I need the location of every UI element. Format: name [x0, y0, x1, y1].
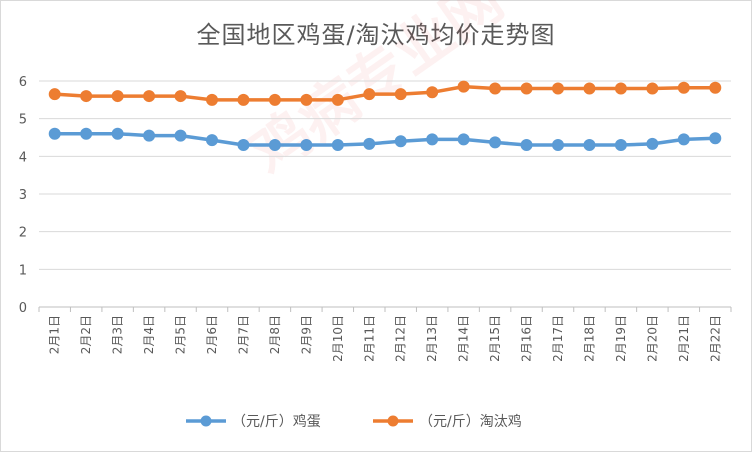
data-point: [709, 81, 722, 94]
x-tick-label: 2月4日: [142, 315, 156, 354]
data-point: [552, 139, 564, 152]
x-tick-label: 2月9日: [299, 315, 313, 354]
data-point: [583, 139, 596, 152]
x-tick-label: 2月15日: [488, 315, 502, 362]
data-point: [426, 133, 439, 146]
data-point: [552, 82, 564, 95]
x-tick-label: 2月6日: [205, 315, 219, 354]
x-tick-label: 2月8日: [268, 315, 282, 354]
x-tick-label: 2月5日: [174, 315, 188, 354]
x-tick-label: 2月1日: [48, 315, 62, 354]
data-point: [489, 82, 502, 95]
data-point: [363, 88, 376, 101]
data-point: [646, 137, 659, 150]
data-point: [111, 127, 124, 140]
data-point: [268, 139, 281, 152]
x-tick-label: 2月7日: [236, 315, 250, 354]
data-point: [206, 134, 218, 147]
x-tick-label: 2月11日: [362, 315, 376, 362]
data-point: [520, 139, 533, 152]
data-point: [677, 81, 690, 94]
data-point: [174, 90, 187, 103]
x-tick-label: 2月3日: [111, 315, 125, 354]
data-point: [426, 86, 439, 99]
data-point: [614, 82, 627, 95]
data-point: [457, 80, 470, 93]
data-point: [583, 82, 596, 95]
data-point: [48, 127, 61, 140]
legend-label-1: （元/斤）鸡蛋: [232, 413, 321, 430]
data-point: [237, 139, 250, 152]
y-tick-label: 2: [19, 226, 27, 241]
y-tick-label: 1: [19, 263, 27, 278]
data-point: [520, 82, 533, 95]
x-tick-label: 2月13日: [425, 315, 439, 362]
data-point: [300, 139, 313, 152]
data-point: [48, 88, 61, 101]
legend-label-2: （元/斤）淘汰鸡: [419, 413, 522, 430]
x-tick-label: 2月12日: [394, 315, 408, 362]
x-tick-label: 2月22日: [708, 315, 722, 362]
data-point: [614, 139, 627, 152]
x-tick-label: 2月10日: [331, 315, 345, 362]
legend-marker-2: [387, 415, 399, 427]
data-point: [143, 129, 156, 142]
data-point: [174, 129, 187, 142]
data-point: [331, 93, 344, 106]
data-point: [80, 90, 93, 103]
data-point: [709, 132, 722, 145]
data-point: [394, 88, 407, 101]
x-tick-label: 2月19日: [614, 315, 628, 362]
data-point: [268, 93, 281, 106]
chart-title: 全国地区鸡蛋/淘汰鸡均价走势图: [196, 21, 556, 49]
y-tick-label: 4: [19, 150, 27, 165]
x-tick-label: 2月14日: [457, 315, 471, 362]
data-point: [457, 133, 470, 146]
y-tick-label: 0: [19, 301, 27, 316]
data-point: [300, 93, 313, 106]
x-tick-label: 2月20日: [645, 315, 659, 362]
data-point: [331, 139, 344, 152]
x-tick-label: 2月16日: [520, 315, 534, 362]
data-point: [143, 90, 156, 103]
data-point: [111, 90, 124, 103]
x-tick-label: 2月17日: [551, 315, 565, 362]
x-tick-label: 2月21日: [677, 315, 691, 362]
data-point: [80, 127, 93, 140]
data-point: [363, 137, 376, 150]
data-point: [489, 136, 502, 149]
data-point: [237, 93, 250, 106]
x-tick-label: 2月18日: [582, 315, 596, 362]
data-point: [206, 93, 218, 106]
data-point: [394, 135, 407, 148]
x-tick-label: 2月2日: [79, 315, 93, 354]
y-tick-label: 6: [19, 75, 27, 90]
data-point: [646, 82, 659, 95]
data-point: [677, 133, 690, 146]
y-tick-label: 3: [19, 188, 27, 203]
series-line-2: [52, 84, 718, 102]
y-tick-label: 5: [19, 113, 27, 128]
legend-marker-1: [200, 415, 212, 427]
series-line-1: [52, 131, 718, 147]
